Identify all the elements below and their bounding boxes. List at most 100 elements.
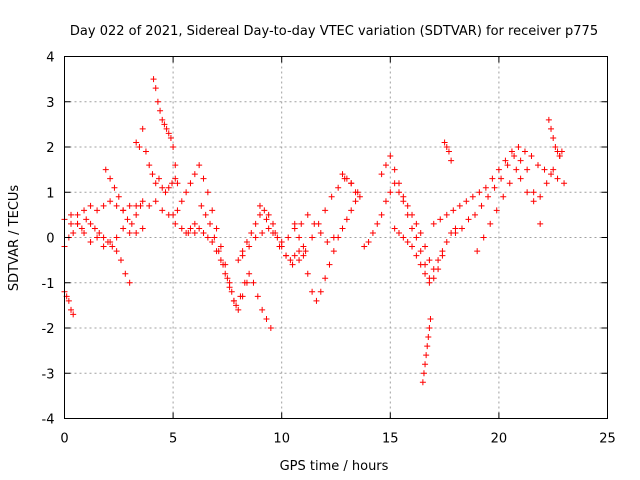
data-point	[487, 220, 494, 227]
data-point	[419, 379, 426, 386]
data-point	[200, 175, 207, 182]
data-point	[409, 225, 416, 232]
data-point	[469, 193, 476, 200]
data-point	[113, 202, 120, 209]
y-tick-label: 1	[46, 186, 54, 201]
x-tick-label: 5	[169, 432, 177, 447]
data-point	[254, 293, 261, 300]
data-point	[113, 234, 120, 241]
data-point	[302, 248, 309, 255]
data-point	[422, 361, 429, 368]
data-point	[502, 157, 509, 164]
data-point	[152, 198, 159, 205]
data-point	[543, 180, 550, 187]
data-point	[423, 352, 430, 359]
data-point	[285, 234, 292, 241]
data-point	[361, 243, 368, 250]
data-point	[478, 202, 485, 209]
data-point	[435, 257, 442, 264]
y-tick-label: -1	[42, 277, 55, 292]
data-point	[437, 216, 444, 223]
data-point	[150, 76, 157, 83]
data-point	[343, 216, 350, 223]
data-point	[424, 343, 431, 350]
data-point	[178, 198, 185, 205]
data-point	[87, 239, 94, 246]
data-point	[220, 261, 227, 268]
chart-title: Day 022 of 2021, Sidereal Day-to-day VTE…	[70, 24, 598, 39]
data-point	[68, 220, 75, 227]
data-point	[426, 279, 433, 286]
data-point	[172, 220, 179, 227]
data-point	[287, 257, 294, 264]
data-point	[463, 198, 470, 205]
data-point	[298, 220, 305, 227]
data-point	[409, 243, 416, 250]
y-tick-label: 4	[46, 51, 54, 66]
data-point	[70, 311, 77, 318]
data-point	[270, 220, 277, 227]
data-point	[102, 166, 109, 173]
data-point	[96, 229, 103, 236]
series-sat-n	[291, 198, 359, 304]
data-point	[480, 234, 487, 241]
series-sat-v	[452, 153, 544, 236]
data-point	[322, 207, 329, 214]
data-point	[261, 207, 268, 214]
y-tick-label: -4	[42, 413, 55, 428]
data-point	[530, 189, 537, 196]
series-sat-u	[430, 144, 568, 227]
y-tick-label: -2	[42, 322, 55, 337]
series-sat-r	[391, 225, 459, 286]
data-point	[534, 162, 541, 169]
data-point	[400, 193, 407, 200]
data-point	[263, 315, 270, 322]
data-point	[426, 257, 433, 264]
data-point	[169, 180, 176, 187]
data-point	[68, 306, 75, 313]
data-point	[100, 243, 107, 250]
data-point	[187, 225, 194, 232]
data-point	[74, 211, 81, 218]
data-point	[472, 211, 479, 218]
data-point	[304, 211, 311, 218]
data-point	[107, 198, 114, 205]
data-point	[417, 248, 424, 255]
data-point	[246, 270, 253, 277]
data-point	[391, 225, 398, 232]
data-point	[241, 279, 248, 286]
data-point	[170, 144, 177, 150]
data-point	[228, 288, 235, 295]
data-point	[133, 139, 140, 146]
data-point	[443, 239, 450, 246]
data-point	[417, 261, 424, 268]
data-point	[391, 166, 398, 173]
data-point	[426, 325, 433, 331]
x-axis-label: GPS time / hours	[280, 459, 389, 474]
data-point	[548, 171, 555, 178]
data-point	[335, 184, 342, 191]
data-point	[413, 220, 420, 227]
data-point	[348, 207, 355, 214]
data-point	[198, 202, 205, 209]
data-point	[524, 189, 531, 196]
data-point	[476, 189, 483, 196]
data-point	[387, 153, 394, 160]
data-point	[309, 234, 316, 241]
data-point	[117, 257, 124, 264]
data-point	[252, 234, 259, 241]
data-point	[235, 257, 242, 264]
series-sat-y	[474, 166, 520, 255]
series-sat-e	[102, 166, 144, 227]
data-point	[511, 153, 518, 160]
data-point	[491, 184, 498, 191]
data-point	[202, 211, 209, 218]
data-point	[163, 125, 170, 132]
data-point	[211, 234, 218, 241]
data-point	[304, 270, 311, 277]
data-point	[382, 162, 389, 169]
data-point	[204, 189, 211, 196]
data-point	[425, 334, 432, 341]
